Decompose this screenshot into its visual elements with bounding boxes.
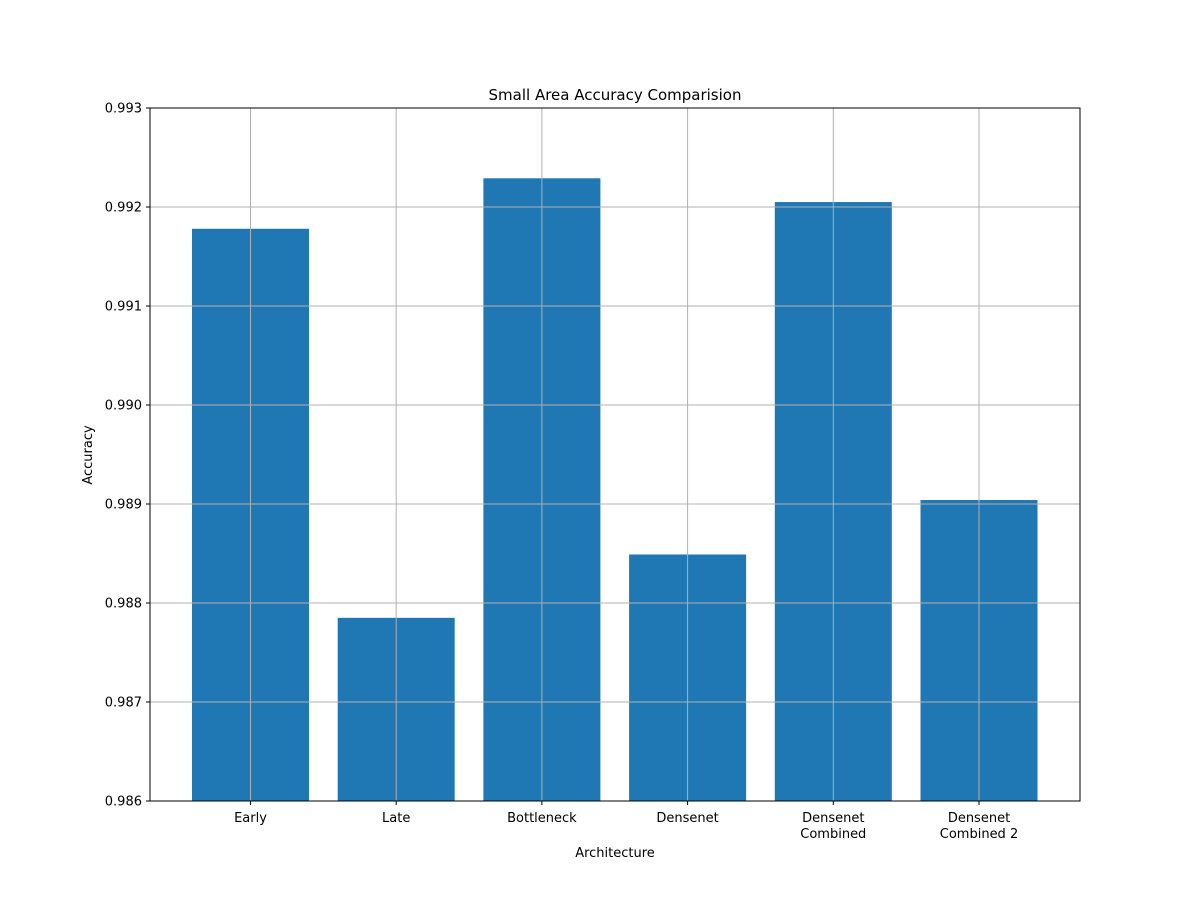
y-tick-label: 0.986	[105, 795, 142, 810]
y-tick-label: 0.991	[105, 300, 142, 315]
x-tick-label: Densenet Combined	[800, 811, 866, 842]
y-tick-label: 0.992	[105, 201, 142, 216]
plot-frame	[149, 107, 1081, 802]
x-axis-label: Architecture	[575, 846, 655, 861]
y-tick-label: 0.989	[105, 498, 142, 513]
x-axis-ticks: Early Late Bottleneck Densenet Densenet Combi…	[234, 801, 1018, 842]
x-tick-label: Late	[382, 811, 410, 826]
chart-title: Small Area Accuracy Comparision	[489, 86, 742, 104]
y-axis-label: Accuracy	[81, 425, 96, 485]
y-tick-label: 0.988	[105, 597, 142, 612]
y-tick-label: 0.987	[105, 696, 142, 711]
y-tick-label: 0.990	[105, 399, 142, 414]
x-tick-label: Densenet Combined 2	[940, 811, 1018, 842]
y-tick-label: 0.993	[105, 102, 142, 117]
y-axis-ticks: 0.986 0.987 0.988 0.989 0.990 0.991 0.992 0.993	[105, 102, 150, 810]
bars	[192, 178, 1038, 802]
x-tick-label: Bottleneck	[507, 811, 577, 826]
x-tick-label: Early	[234, 811, 267, 826]
x-tick-label: Densenet	[656, 811, 718, 826]
